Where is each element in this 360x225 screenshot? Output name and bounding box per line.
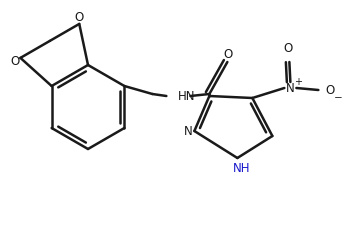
Text: O: O (75, 11, 84, 24)
Text: O: O (11, 55, 20, 68)
Text: NH: NH (233, 162, 250, 175)
Text: O: O (284, 42, 293, 55)
Text: N: N (184, 125, 193, 138)
Text: N: N (286, 82, 295, 95)
Text: O: O (326, 84, 335, 97)
Text: −: − (334, 93, 343, 103)
Text: O: O (224, 48, 233, 61)
Text: +: + (294, 77, 302, 87)
Text: HN: HN (178, 90, 196, 103)
